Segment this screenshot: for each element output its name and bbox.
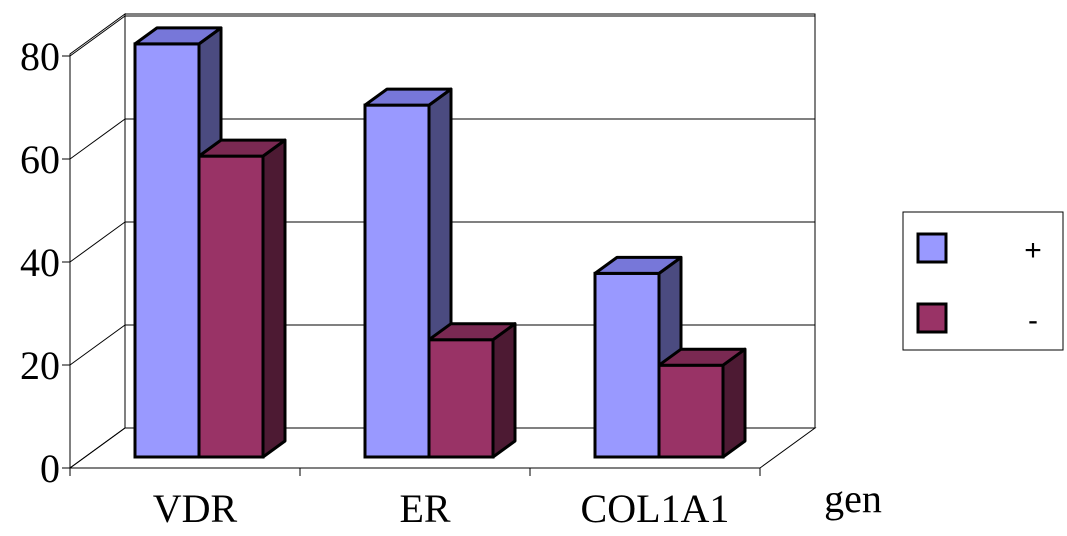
bar-front xyxy=(197,154,265,459)
side-gridline xyxy=(69,427,126,469)
legend: +- xyxy=(902,211,1064,351)
bar-front xyxy=(657,363,725,459)
bar-top xyxy=(427,322,517,342)
bar xyxy=(197,138,287,459)
side-gridline xyxy=(69,324,126,366)
y-tick-label: 40 xyxy=(20,240,60,285)
y-tick-label: 80 xyxy=(20,34,60,79)
bar-side xyxy=(721,347,747,459)
x-axis: VDR ER COL1A1 gen xyxy=(69,467,882,531)
bar-side xyxy=(491,322,517,459)
side-gridline xyxy=(69,118,126,160)
legend-swatch xyxy=(916,302,948,334)
y-tick-label: 60 xyxy=(20,137,60,182)
side-gridline xyxy=(69,221,126,263)
bar-side xyxy=(261,138,287,459)
bar xyxy=(657,347,747,459)
bar-top xyxy=(363,87,453,107)
x-category-label: COL1A1 xyxy=(581,486,730,531)
bar-top xyxy=(133,26,223,46)
x-category-label: VDR xyxy=(153,486,238,531)
side-wall xyxy=(69,13,126,469)
bar-front xyxy=(363,103,431,459)
bar-front xyxy=(593,271,661,459)
y-tick-label: 0 xyxy=(40,446,60,491)
bar xyxy=(427,322,517,459)
side-gridline xyxy=(69,15,126,57)
legend-label: + xyxy=(1024,234,1042,267)
x-axis-title: gen xyxy=(824,476,882,521)
bar-front xyxy=(133,42,201,459)
bar-front xyxy=(427,338,495,459)
y-axis: 0 20 40 60 80 xyxy=(20,34,71,491)
bar-top xyxy=(593,255,683,275)
bar-top xyxy=(197,138,287,158)
legend-swatch xyxy=(916,232,948,264)
legend-label: - xyxy=(1028,304,1038,337)
x-category-label: ER xyxy=(399,486,450,531)
bar xyxy=(133,26,223,459)
bar-top xyxy=(657,347,747,367)
bars xyxy=(133,26,747,459)
y-tick-label: 20 xyxy=(20,343,60,388)
